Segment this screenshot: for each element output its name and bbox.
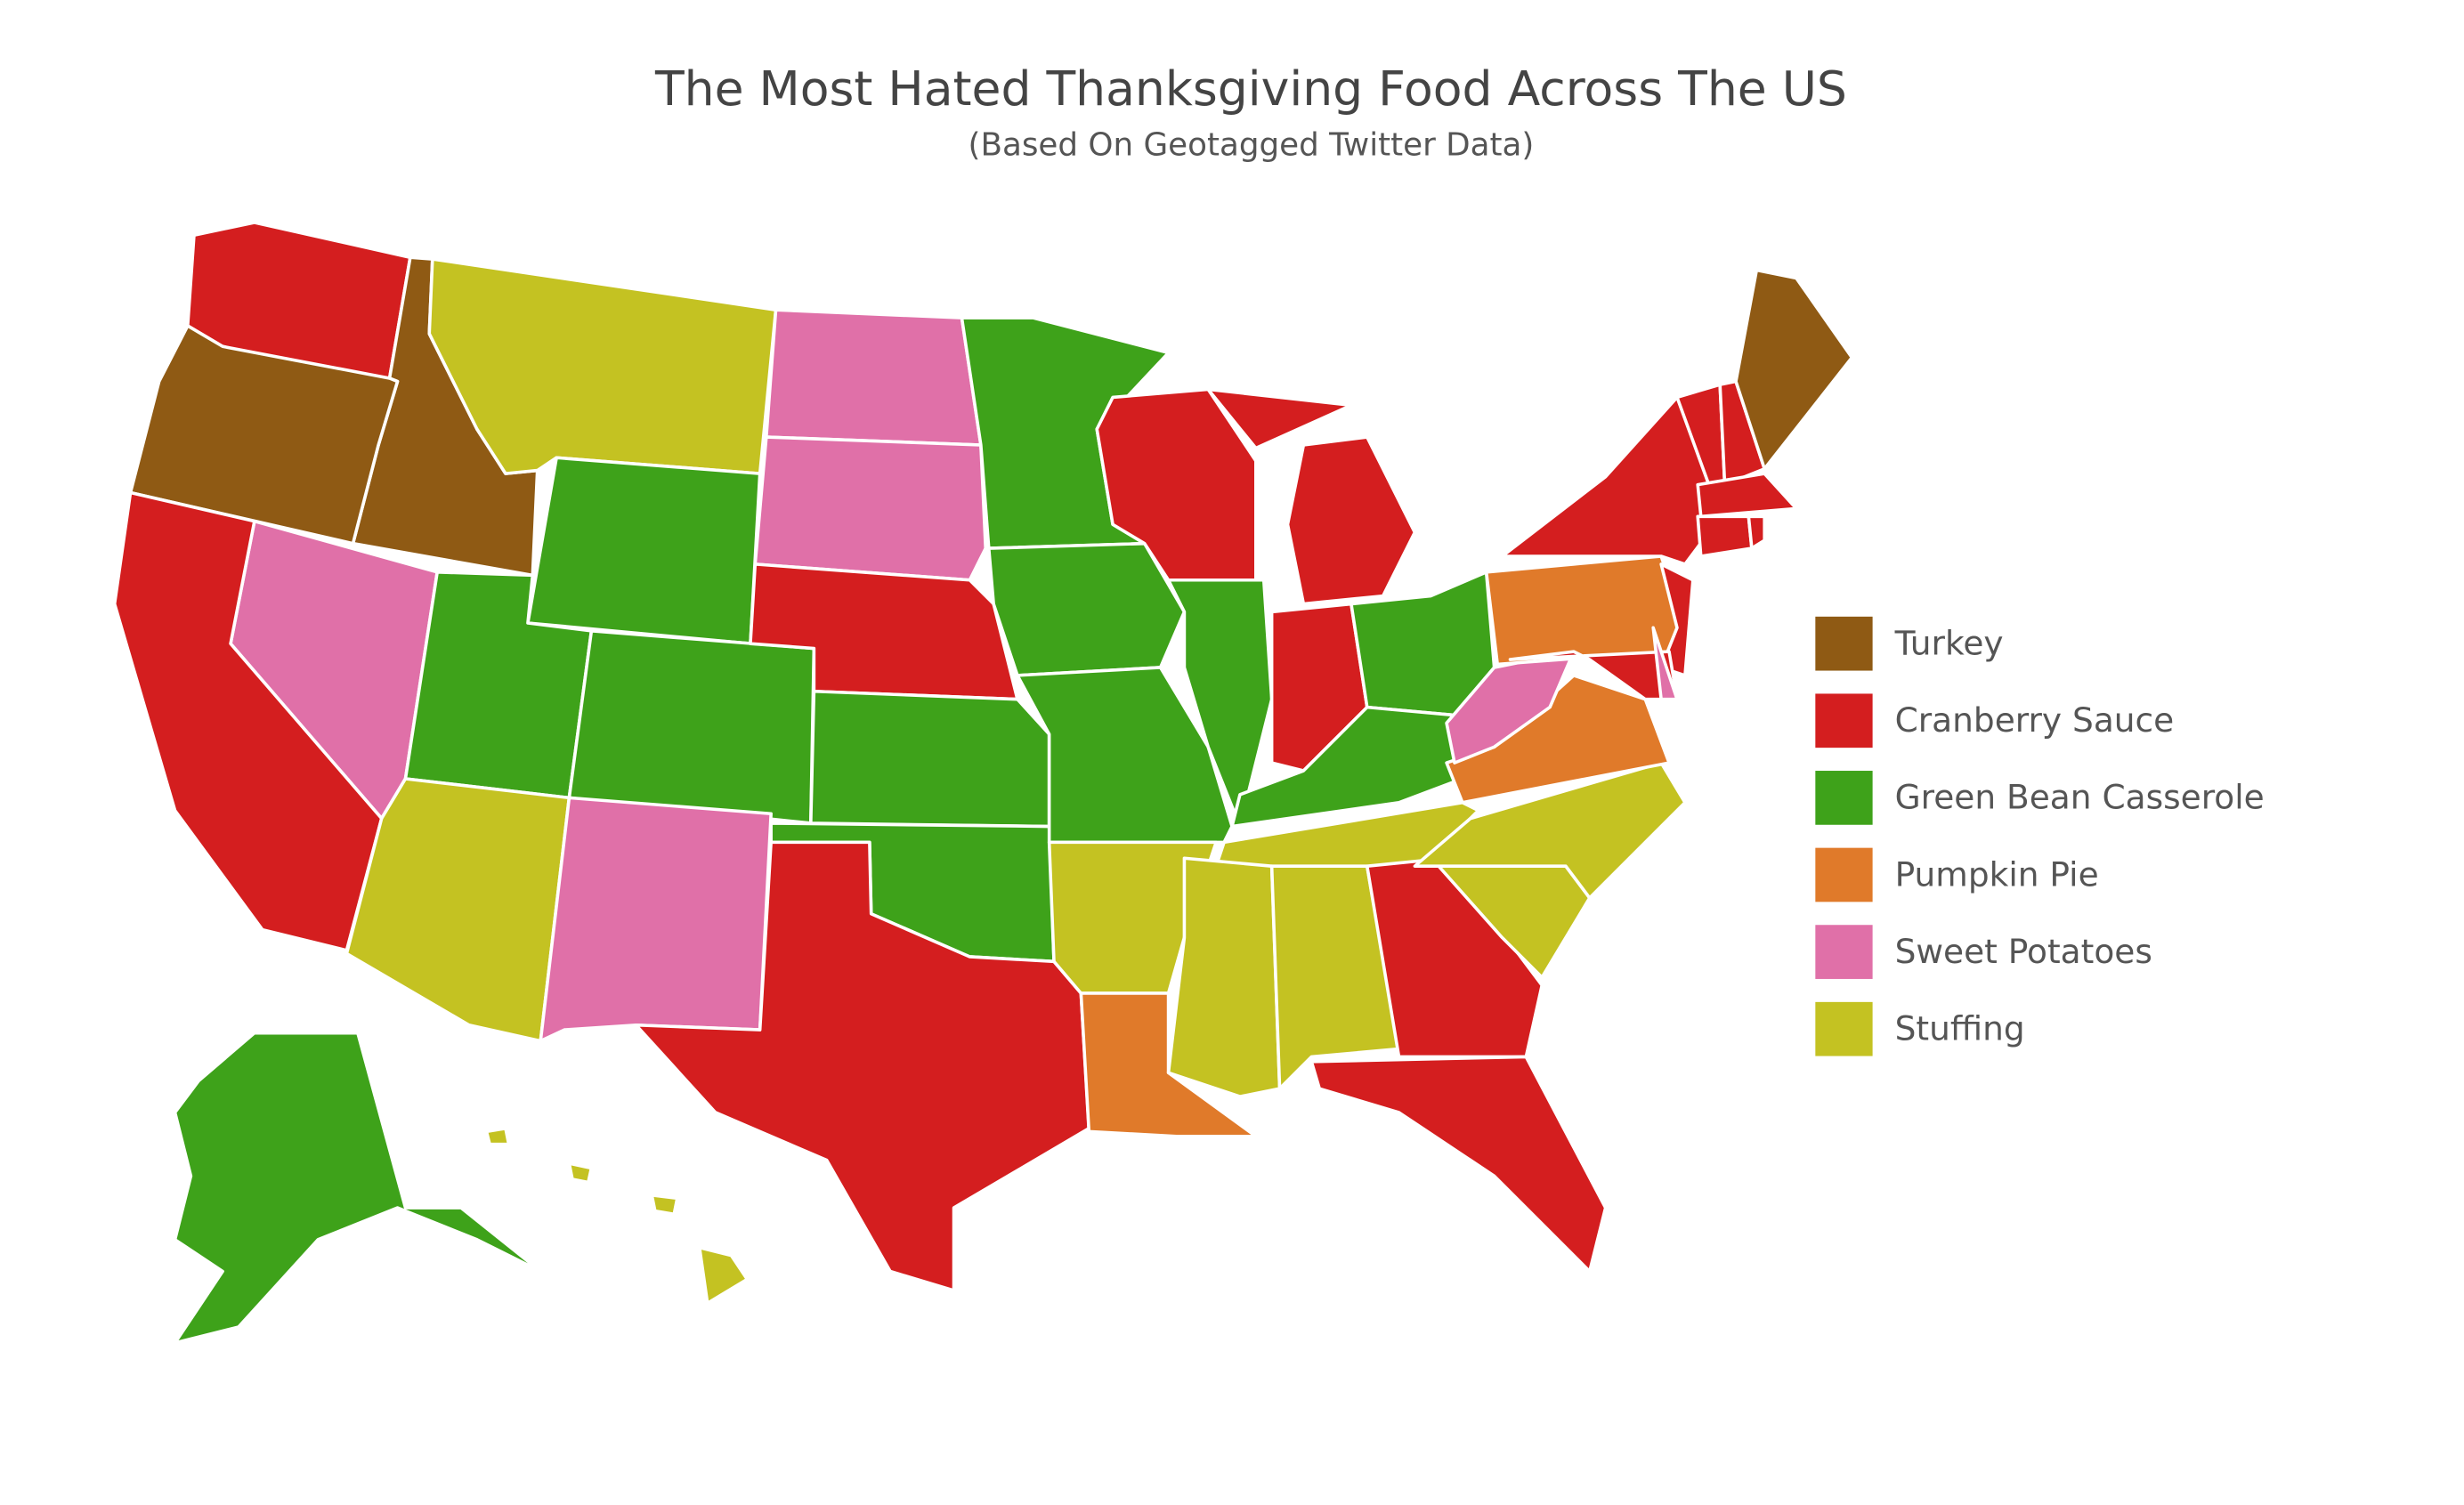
- state-region: [987, 541, 1187, 677]
- state-region: [765, 308, 983, 447]
- state-region: [1696, 514, 1754, 558]
- state-region: [567, 1161, 594, 1185]
- legend-label: Sweet Potatoes: [1895, 932, 2152, 971]
- state-region: [634, 840, 1091, 1292]
- subtitle: (Based On Geotagged Twitter Data): [969, 126, 1535, 163]
- state-region: [1747, 514, 1766, 550]
- legend-swatch: [1815, 925, 1873, 979]
- state-region: [1508, 650, 1679, 701]
- legend-swatch: [1815, 693, 1873, 748]
- state-region: [1016, 666, 1234, 845]
- states: [112, 221, 1854, 1345]
- state-region: [173, 1031, 543, 1345]
- state-region: [1166, 578, 1274, 829]
- legend-swatch: [1815, 1001, 1873, 1056]
- state-region: [1696, 472, 1798, 519]
- state-region: [1651, 626, 1679, 701]
- state-region: [1500, 395, 1711, 566]
- state-region: [1206, 387, 1353, 450]
- state-region: [128, 324, 400, 546]
- legend-label: Cranberry Sauce: [1895, 700, 2175, 740]
- state-region: [567, 629, 816, 825]
- state-region: [1285, 435, 1417, 606]
- state-region: [1166, 856, 1282, 1098]
- state-region: [1269, 864, 1401, 1090]
- legend-label: Pumpkin Pie: [1895, 854, 2099, 894]
- state-region: [526, 456, 762, 645]
- legend-swatch: [1815, 847, 1873, 902]
- state-region: [539, 796, 773, 1043]
- title: The Most Hated Thanksgiving Food Across …: [654, 61, 1847, 117]
- legend-swatch: [1815, 771, 1873, 825]
- state-region: [1413, 761, 1687, 900]
- state-region: [753, 435, 988, 582]
- legend-label: Turkey: [1894, 623, 2004, 662]
- state-region: [809, 689, 1051, 829]
- state-region: [1309, 1055, 1608, 1274]
- legend-label: Stuffing: [1895, 1008, 2025, 1048]
- legend: Turkey Cranberry Sauce Green Bean Casserol…: [1815, 616, 2265, 1056]
- state-region: [484, 1127, 511, 1146]
- state-region: [650, 1193, 679, 1217]
- state-region: [698, 1245, 750, 1306]
- state-region: [1734, 268, 1854, 471]
- legend-label: Green Bean Casserole: [1895, 778, 2265, 817]
- legend-swatch: [1815, 616, 1873, 671]
- state-region: [1445, 650, 1576, 765]
